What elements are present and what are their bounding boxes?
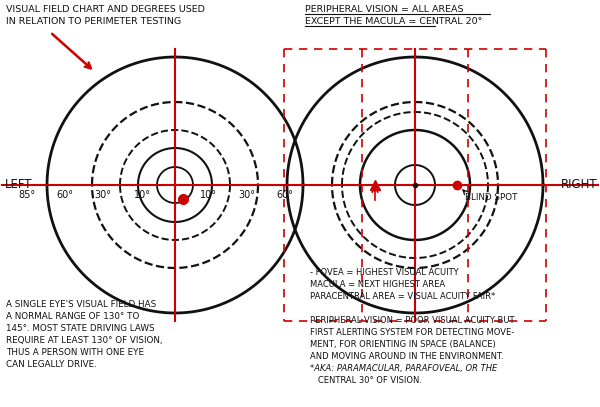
Text: REQUIRE AT LEAST 130° OF VISION,: REQUIRE AT LEAST 130° OF VISION,	[6, 336, 163, 345]
Text: 60°: 60°	[56, 190, 74, 200]
Text: PARACENTRAL AREA = VISUAL ACUITY FAIR*: PARACENTRAL AREA = VISUAL ACUITY FAIR*	[310, 292, 495, 301]
Text: CAN LEGALLY DRIVE.: CAN LEGALLY DRIVE.	[6, 360, 97, 369]
Text: CENTRAL 30° OF VISION.: CENTRAL 30° OF VISION.	[310, 376, 422, 385]
Text: 60°: 60°	[277, 190, 293, 200]
Text: 10°: 10°	[199, 190, 217, 200]
Text: 10°: 10°	[133, 190, 151, 200]
Text: EXCEPT THE MACULA = CENTRAL 20°: EXCEPT THE MACULA = CENTRAL 20°	[305, 17, 482, 26]
Text: BLIND SPOT: BLIND SPOT	[465, 193, 517, 202]
Text: VISUAL FIELD CHART AND DEGREES USED: VISUAL FIELD CHART AND DEGREES USED	[6, 5, 205, 14]
Text: RIGHT: RIGHT	[560, 179, 597, 192]
Text: - FOVEA = HIGHEST VISUAL ACUITY: - FOVEA = HIGHEST VISUAL ACUITY	[310, 268, 458, 277]
Text: MENT, FOR ORIENTING IN SPACE (BALANCE): MENT, FOR ORIENTING IN SPACE (BALANCE)	[310, 340, 496, 349]
Text: 85°: 85°	[19, 190, 35, 200]
Text: IN RELATION TO PERIMETER TESTING: IN RELATION TO PERIMETER TESTING	[6, 17, 181, 26]
Text: PERIPHERAL VISION = ALL AREAS: PERIPHERAL VISION = ALL AREAS	[305, 5, 464, 14]
Text: LEFT: LEFT	[5, 179, 32, 192]
Text: A NORMAL RANGE OF 130° TO: A NORMAL RANGE OF 130° TO	[6, 312, 139, 321]
Text: 30°: 30°	[239, 190, 256, 200]
Text: MACULA = NEXT HIGHEST AREA: MACULA = NEXT HIGHEST AREA	[310, 280, 445, 289]
Text: *AKA: PARAMACULAR, PARAFOVEAL, OR THE: *AKA: PARAMACULAR, PARAFOVEAL, OR THE	[310, 364, 497, 373]
Text: THUS A PERSON WITH ONE EYE: THUS A PERSON WITH ONE EYE	[6, 348, 144, 357]
Text: FIRST ALERTING SYSTEM FOR DETECTING MOVE-: FIRST ALERTING SYSTEM FOR DETECTING MOVE…	[310, 328, 514, 337]
Text: AND MOVING AROUND IN THE ENVIRONMENT.: AND MOVING AROUND IN THE ENVIRONMENT.	[310, 352, 503, 361]
Text: 30°: 30°	[95, 190, 112, 200]
Text: PERIPHERAL VISION = POOR VISUAL ACUITY BUT: PERIPHERAL VISION = POOR VISUAL ACUITY B…	[310, 316, 515, 325]
Text: A SINGLE EYE'S VISUAL FIELD HAS: A SINGLE EYE'S VISUAL FIELD HAS	[6, 300, 156, 309]
Text: 145°. MOST STATE DRIVING LAWS: 145°. MOST STATE DRIVING LAWS	[6, 324, 155, 333]
